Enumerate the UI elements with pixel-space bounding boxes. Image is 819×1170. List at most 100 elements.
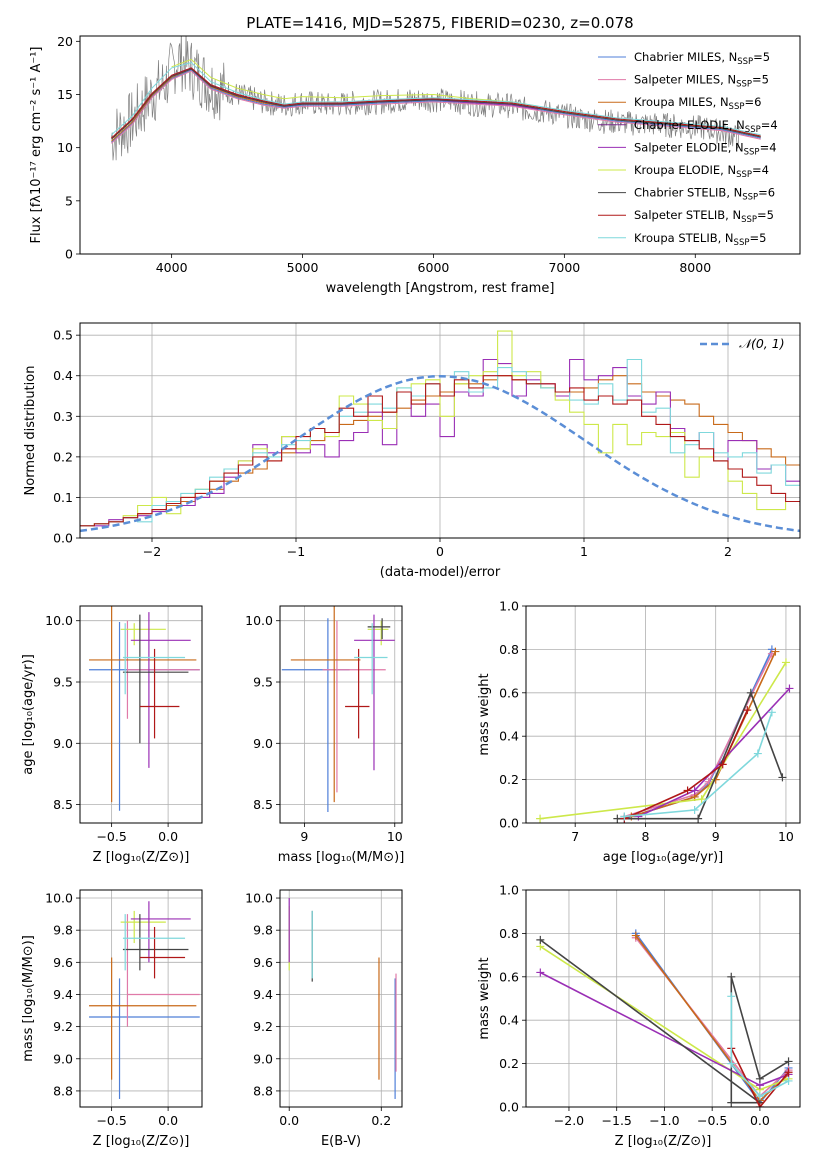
weight-marker-salpeter_stelib [718, 760, 727, 769]
weight-line-kroupa_stelib [624, 712, 773, 818]
weight-line-chabrier_stelib [617, 690, 784, 820]
legend-label-salpeter_miles: Salpeter MILES, NSSP=5 [634, 73, 769, 90]
plot-area [288, 898, 397, 1099]
y-tick-label: 8.5 [53, 797, 73, 812]
plot-area [89, 606, 200, 811]
x-tick-label: 6000 [418, 260, 450, 275]
panel-spectrum: 4000 5000 6000 7000 8000 0 5 10 15 20 wavelength [… [29, 34, 801, 296]
y-tick-label: 9.5 [53, 675, 73, 690]
weight-marker-kroupa_stelib [753, 749, 762, 758]
y-tick-label: 9.6 [53, 955, 73, 970]
legend-label-sub: SSP [736, 80, 752, 90]
figure-title: PLATE=1416, MJD=52875, FIBERID=0230, z=0… [246, 14, 633, 32]
x-tick-label: −2 [143, 544, 161, 559]
model-line-salpeter_stelib [111, 67, 761, 139]
x-tick-label: 0 [436, 544, 444, 559]
y-tick-label: 10.0 [245, 613, 273, 628]
x-tick-label: 0.0 [279, 1113, 299, 1128]
axes-frame [279, 889, 403, 1108]
y-tick-label: 9.0 [253, 736, 273, 751]
weight-marker-chabrier_stelib [613, 814, 622, 823]
legend-label-end: =4 [761, 118, 778, 132]
x-axis-label: mass [log₁₀(M/M⊙)] [278, 850, 405, 865]
y-axis-label: age [log₁₀(age/yr)] [21, 654, 36, 775]
plot-area [281, 606, 395, 812]
legend-label-chabrier_stelib: Chabrier STELIB, NSSP=6 [634, 186, 775, 203]
panel-weight_vs_age: 7 8 9 10 0.0 0.2 0.4 0.6 0.8 1.0 age [log₁₀(age/yr… [477, 599, 801, 865]
weight-marker-chabrier_stelib [746, 688, 755, 697]
x-tick-label: 8000 [679, 260, 711, 275]
weight-line-kroupa_miles [631, 651, 777, 818]
legend-label-end: =5 [752, 73, 769, 87]
plot-area [111, 36, 761, 161]
axes-frame [525, 889, 801, 1108]
y-tick-label: 0.2 [499, 1056, 519, 1071]
x-tick-label: 10 [778, 829, 794, 844]
axes-frame [525, 605, 801, 824]
weight-line-salpeter_stelib [730, 1048, 790, 1107]
weight-marker-kroupa_stelib [727, 1059, 736, 1068]
x-tick-label: −2.0 [554, 1113, 584, 1128]
weight-line-salpeter_stelib [624, 709, 749, 820]
model-line-chabrier_miles [111, 69, 761, 143]
axes-frame [279, 605, 403, 824]
y-tick-label: 0.0 [499, 1100, 519, 1115]
legend-label-normal: 𝒩(0, 1) [739, 336, 785, 351]
histogram-step-kroupa_elodie [80, 330, 800, 527]
x-axis-label: Z [log₁₀(Z/Z⊙)] [93, 850, 190, 865]
y-tick-label: 0.2 [53, 449, 73, 464]
axes-frame [79, 889, 203, 1108]
x-axis-label: Z [log₁₀(Z/Z⊙)] [615, 1134, 712, 1149]
y-tick-label: 0.6 [499, 685, 519, 700]
plot-area [536, 929, 793, 1107]
legend-label-sub: SSP [742, 193, 758, 203]
axes-frame [79, 35, 801, 255]
x-tick-label: 8 [641, 829, 649, 844]
x-tick-label: 1 [580, 544, 588, 559]
x-axis-label: Z [log₁₀(Z/Z⊙)] [93, 1134, 190, 1149]
y-tick-label: 8.8 [53, 1083, 73, 1098]
legend-label-kroupa_elodie: Kroupa ELODIE, NSSP=4 [634, 163, 769, 180]
weight-line-kroupa_stelib [730, 996, 789, 1098]
y-tick-label: 10.0 [45, 891, 73, 906]
y-tick-label: 9.4 [253, 987, 273, 1002]
legend-label-main: Salpeter STELIB, N [634, 208, 741, 222]
legend-label-main: Kroupa MILES, N [634, 95, 729, 109]
weight-marker-kroupa_miles [771, 647, 780, 656]
x-tick-label: 0.0 [750, 1113, 770, 1128]
weight-marker-kroupa_stelib [784, 1076, 793, 1085]
weight-line-salpeter_elodie [638, 687, 791, 818]
y-tick-label: 0.2 [499, 772, 519, 787]
weight-marker-kroupa_elodie [781, 658, 790, 667]
weight-marker-salpeter_elodie [690, 786, 699, 795]
x-tick-label: 0.2 [371, 1113, 391, 1128]
y-tick-label: 0.6 [499, 969, 519, 984]
x-tick-label: 5000 [287, 260, 319, 275]
y-tick-label: 0.0 [499, 816, 519, 831]
legend-label-chabrier_miles: Chabrier MILES, NSSP=5 [634, 50, 770, 67]
weight-marker-kroupa_stelib [690, 805, 699, 814]
model-line-kroupa_elodie [171, 58, 539, 107]
legend-label-kroupa_stelib: Kroupa STELIB, NSSP=5 [634, 231, 766, 248]
weight-marker-salpeter_stelib [683, 786, 692, 795]
x-tick-label: 7 [571, 829, 579, 844]
weight-marker-chabrier_stelib [755, 1074, 764, 1083]
plot-area [80, 330, 800, 533]
x-axis-label: (data-model)/error [380, 565, 501, 580]
legend-label-sub: SSP [736, 170, 752, 180]
legend-label-main: Salpeter MILES, N [634, 73, 736, 87]
y-tick-label: 0.3 [53, 409, 73, 424]
plot-area [89, 901, 200, 1099]
weight-marker-salpeter_stelib [784, 1068, 793, 1077]
y-tick-label: 15 [57, 87, 73, 102]
y-tick-label: 9.6 [253, 955, 273, 970]
y-tick-label: 9.0 [53, 736, 73, 751]
model-line-chabrier_stelib [111, 68, 761, 140]
weight-line-salpeter_miles [624, 653, 773, 818]
y-tick-label: 0.4 [499, 1013, 519, 1028]
axes-frame [79, 322, 801, 539]
y-tick-label: 20 [57, 34, 73, 49]
y-tick-label: 8.8 [253, 1083, 273, 1098]
legend-label-sub: SSP [734, 238, 750, 248]
y-axis-label: mass weight [477, 673, 492, 755]
